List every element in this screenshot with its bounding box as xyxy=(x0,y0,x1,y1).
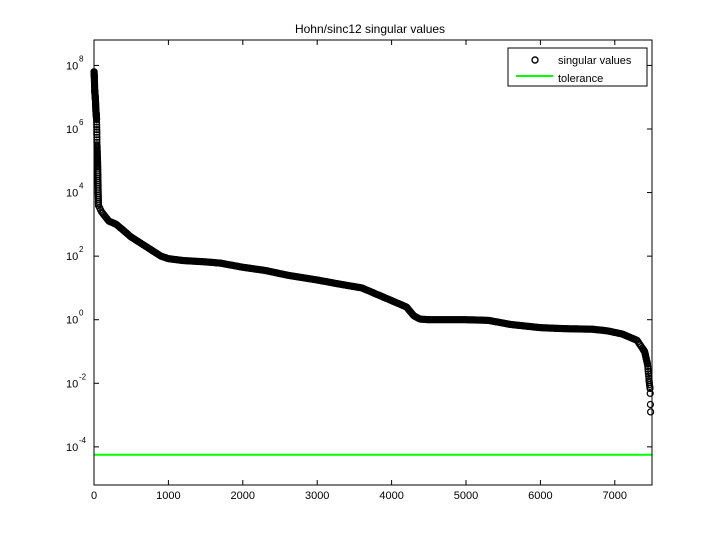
singular-value-point xyxy=(643,360,652,368)
singular-value-point xyxy=(646,389,654,397)
y-tick-label: 10 xyxy=(66,60,78,72)
legend-label-singular-values: singular values xyxy=(558,55,632,67)
singular-value-point xyxy=(646,400,655,409)
legend: singular values tolerance xyxy=(507,47,648,87)
singular-value-point xyxy=(644,367,652,375)
axes-box xyxy=(93,39,653,486)
y-tick-label: 10 xyxy=(66,188,78,200)
singular-value-point xyxy=(646,384,654,392)
axis-ticks: 0 1000 2000 3000 4000 5000 6000 700010-410-2100… xyxy=(66,40,652,502)
singular-value-point xyxy=(646,408,655,416)
y-tick-label: 10 xyxy=(66,442,78,454)
chart-title: Hohn/sinc12 singular values xyxy=(295,22,445,36)
y-tick-label: 10 xyxy=(66,251,78,263)
x-tick-label: 3000 xyxy=(305,490,329,502)
y-tick-exponent: 6 xyxy=(79,118,84,127)
x-tick-label: 6000 xyxy=(528,490,552,502)
y-tick-exponent: -2 xyxy=(79,372,87,381)
x-tick-label: 0 xyxy=(91,490,97,502)
y-tick-exponent: 4 xyxy=(79,182,84,191)
legend-marker-circle xyxy=(531,56,539,64)
legend-box xyxy=(507,47,648,87)
x-tick-label: 1000 xyxy=(156,490,180,502)
y-tick-exponent: 8 xyxy=(79,54,84,63)
y-tick-label: 10 xyxy=(66,124,78,136)
y-tick-exponent: -4 xyxy=(79,436,87,445)
y-tick-exponent: 2 xyxy=(79,245,84,254)
singular-value-point xyxy=(644,363,652,371)
y-tick-label: 10 xyxy=(66,378,78,390)
x-tick-label: 7000 xyxy=(603,490,627,502)
x-tick-label: 4000 xyxy=(379,490,403,502)
y-tick-label: 10 xyxy=(66,315,78,327)
legend-label-tolerance: tolerance xyxy=(558,73,603,85)
x-tick-label: 2000 xyxy=(231,490,255,502)
x-tick-label: 5000 xyxy=(454,490,478,502)
y-tick-exponent: 0 xyxy=(79,309,84,318)
singular-value-point xyxy=(644,365,652,373)
